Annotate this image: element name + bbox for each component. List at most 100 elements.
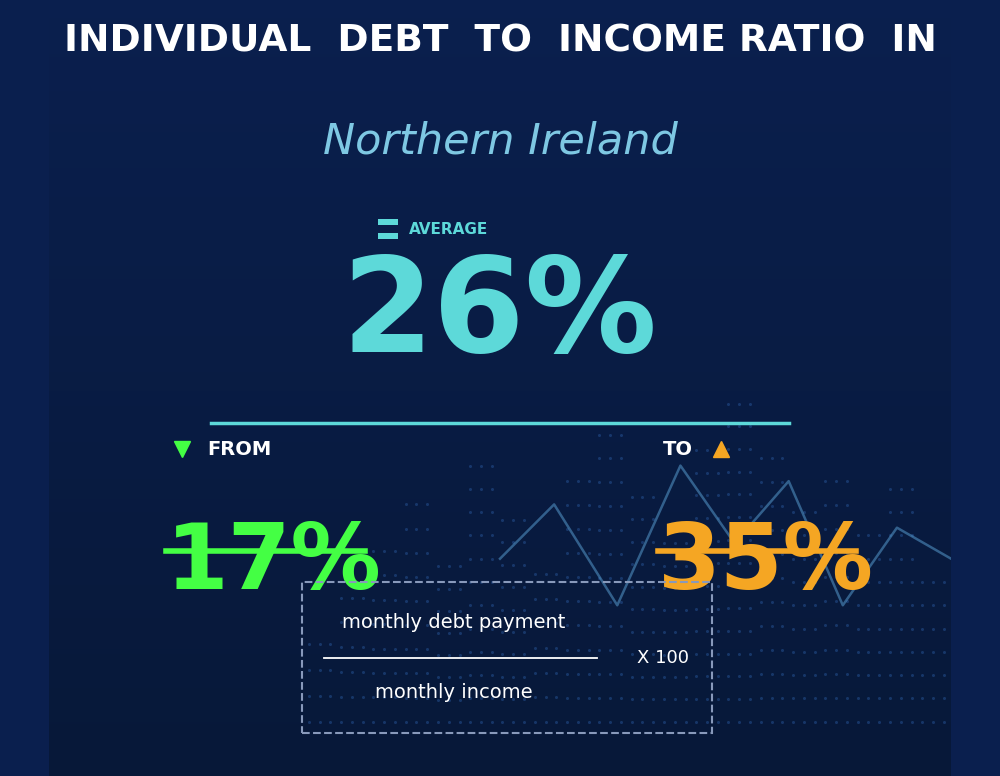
Bar [49, 375, 951, 378]
Bar [49, 264, 951, 266]
Bar [49, 287, 951, 289]
Bar [49, 29, 951, 31]
Bar [49, 525, 951, 528]
Bar [49, 600, 951, 603]
Bar [49, 359, 951, 362]
Bar [49, 582, 951, 584]
Bar [49, 357, 951, 359]
Bar [49, 31, 951, 33]
Text: 35%: 35% [658, 520, 874, 608]
Text: AVERAGE: AVERAGE [409, 222, 488, 237]
Bar [49, 409, 951, 411]
Bar [49, 497, 951, 499]
Bar [49, 204, 951, 207]
Bar [49, 448, 951, 450]
Bar [49, 556, 951, 559]
Bar [49, 101, 951, 103]
Bar [49, 708, 951, 712]
Bar [49, 173, 951, 176]
Bar [49, 318, 951, 320]
Bar [49, 223, 951, 225]
Bar [49, 383, 951, 386]
Bar [49, 352, 951, 355]
Bar [49, 432, 951, 435]
Bar [49, 207, 951, 210]
Text: Northern Ireland: Northern Ireland [323, 120, 677, 162]
Bar [49, 68, 951, 70]
Bar [49, 78, 951, 80]
Bar [49, 230, 951, 233]
Bar [49, 512, 951, 514]
Bar [49, 310, 951, 313]
Bar [49, 238, 951, 241]
Bar [49, 660, 951, 662]
Bar [49, 21, 951, 23]
Bar [49, 95, 951, 99]
Bar [49, 559, 951, 561]
Bar [49, 248, 951, 251]
Bar [49, 502, 951, 504]
Text: FROM: FROM [208, 440, 272, 459]
Bar [49, 262, 951, 264]
Bar [49, 126, 951, 130]
Text: monthly income: monthly income [375, 683, 532, 702]
Bar [49, 303, 951, 305]
Bar [49, 316, 951, 318]
Bar [49, 673, 951, 675]
Bar [49, 595, 951, 598]
Bar [49, 743, 951, 745]
Bar [49, 636, 951, 639]
Bar [49, 520, 951, 522]
Bar [49, 266, 951, 269]
Bar [49, 693, 951, 696]
Bar [49, 336, 951, 339]
Bar [49, 535, 951, 538]
Bar [49, 380, 951, 383]
Bar [49, 714, 951, 716]
Bar [49, 199, 951, 202]
Bar [49, 549, 951, 551]
Bar [49, 258, 951, 262]
Bar [49, 468, 951, 471]
Bar [49, 313, 951, 316]
Bar [49, 719, 951, 722]
Bar [49, 2, 951, 5]
Bar [49, 91, 951, 93]
Bar [49, 47, 951, 49]
Bar [49, 328, 951, 331]
Bar [49, 300, 951, 303]
Bar [49, 114, 951, 116]
Bar [49, 153, 951, 155]
Bar [49, 269, 951, 272]
Bar [49, 396, 951, 398]
Bar [49, 494, 951, 497]
Bar [49, 295, 951, 297]
Bar [49, 158, 951, 161]
Bar [49, 621, 951, 623]
Bar [49, 282, 951, 285]
Text: 17%: 17% [166, 520, 382, 608]
Bar [49, 62, 951, 64]
Bar [49, 618, 951, 621]
Bar [49, 572, 951, 574]
Bar [49, 210, 951, 212]
Bar [49, 698, 951, 701]
Bar [49, 631, 951, 634]
Bar [49, 615, 951, 618]
Bar [49, 16, 951, 18]
Bar [49, 766, 951, 768]
Bar [49, 150, 951, 153]
Bar [49, 196, 951, 199]
Bar [49, 421, 951, 424]
Bar [49, 639, 951, 642]
Bar [49, 398, 951, 401]
Bar [49, 235, 951, 238]
Bar [49, 450, 951, 452]
Bar [49, 440, 951, 442]
Text: monthly debt payment: monthly debt payment [342, 613, 565, 632]
Bar [49, 460, 951, 463]
Bar [49, 99, 951, 101]
Bar [49, 665, 951, 667]
Bar [49, 181, 951, 184]
Bar [49, 320, 951, 324]
